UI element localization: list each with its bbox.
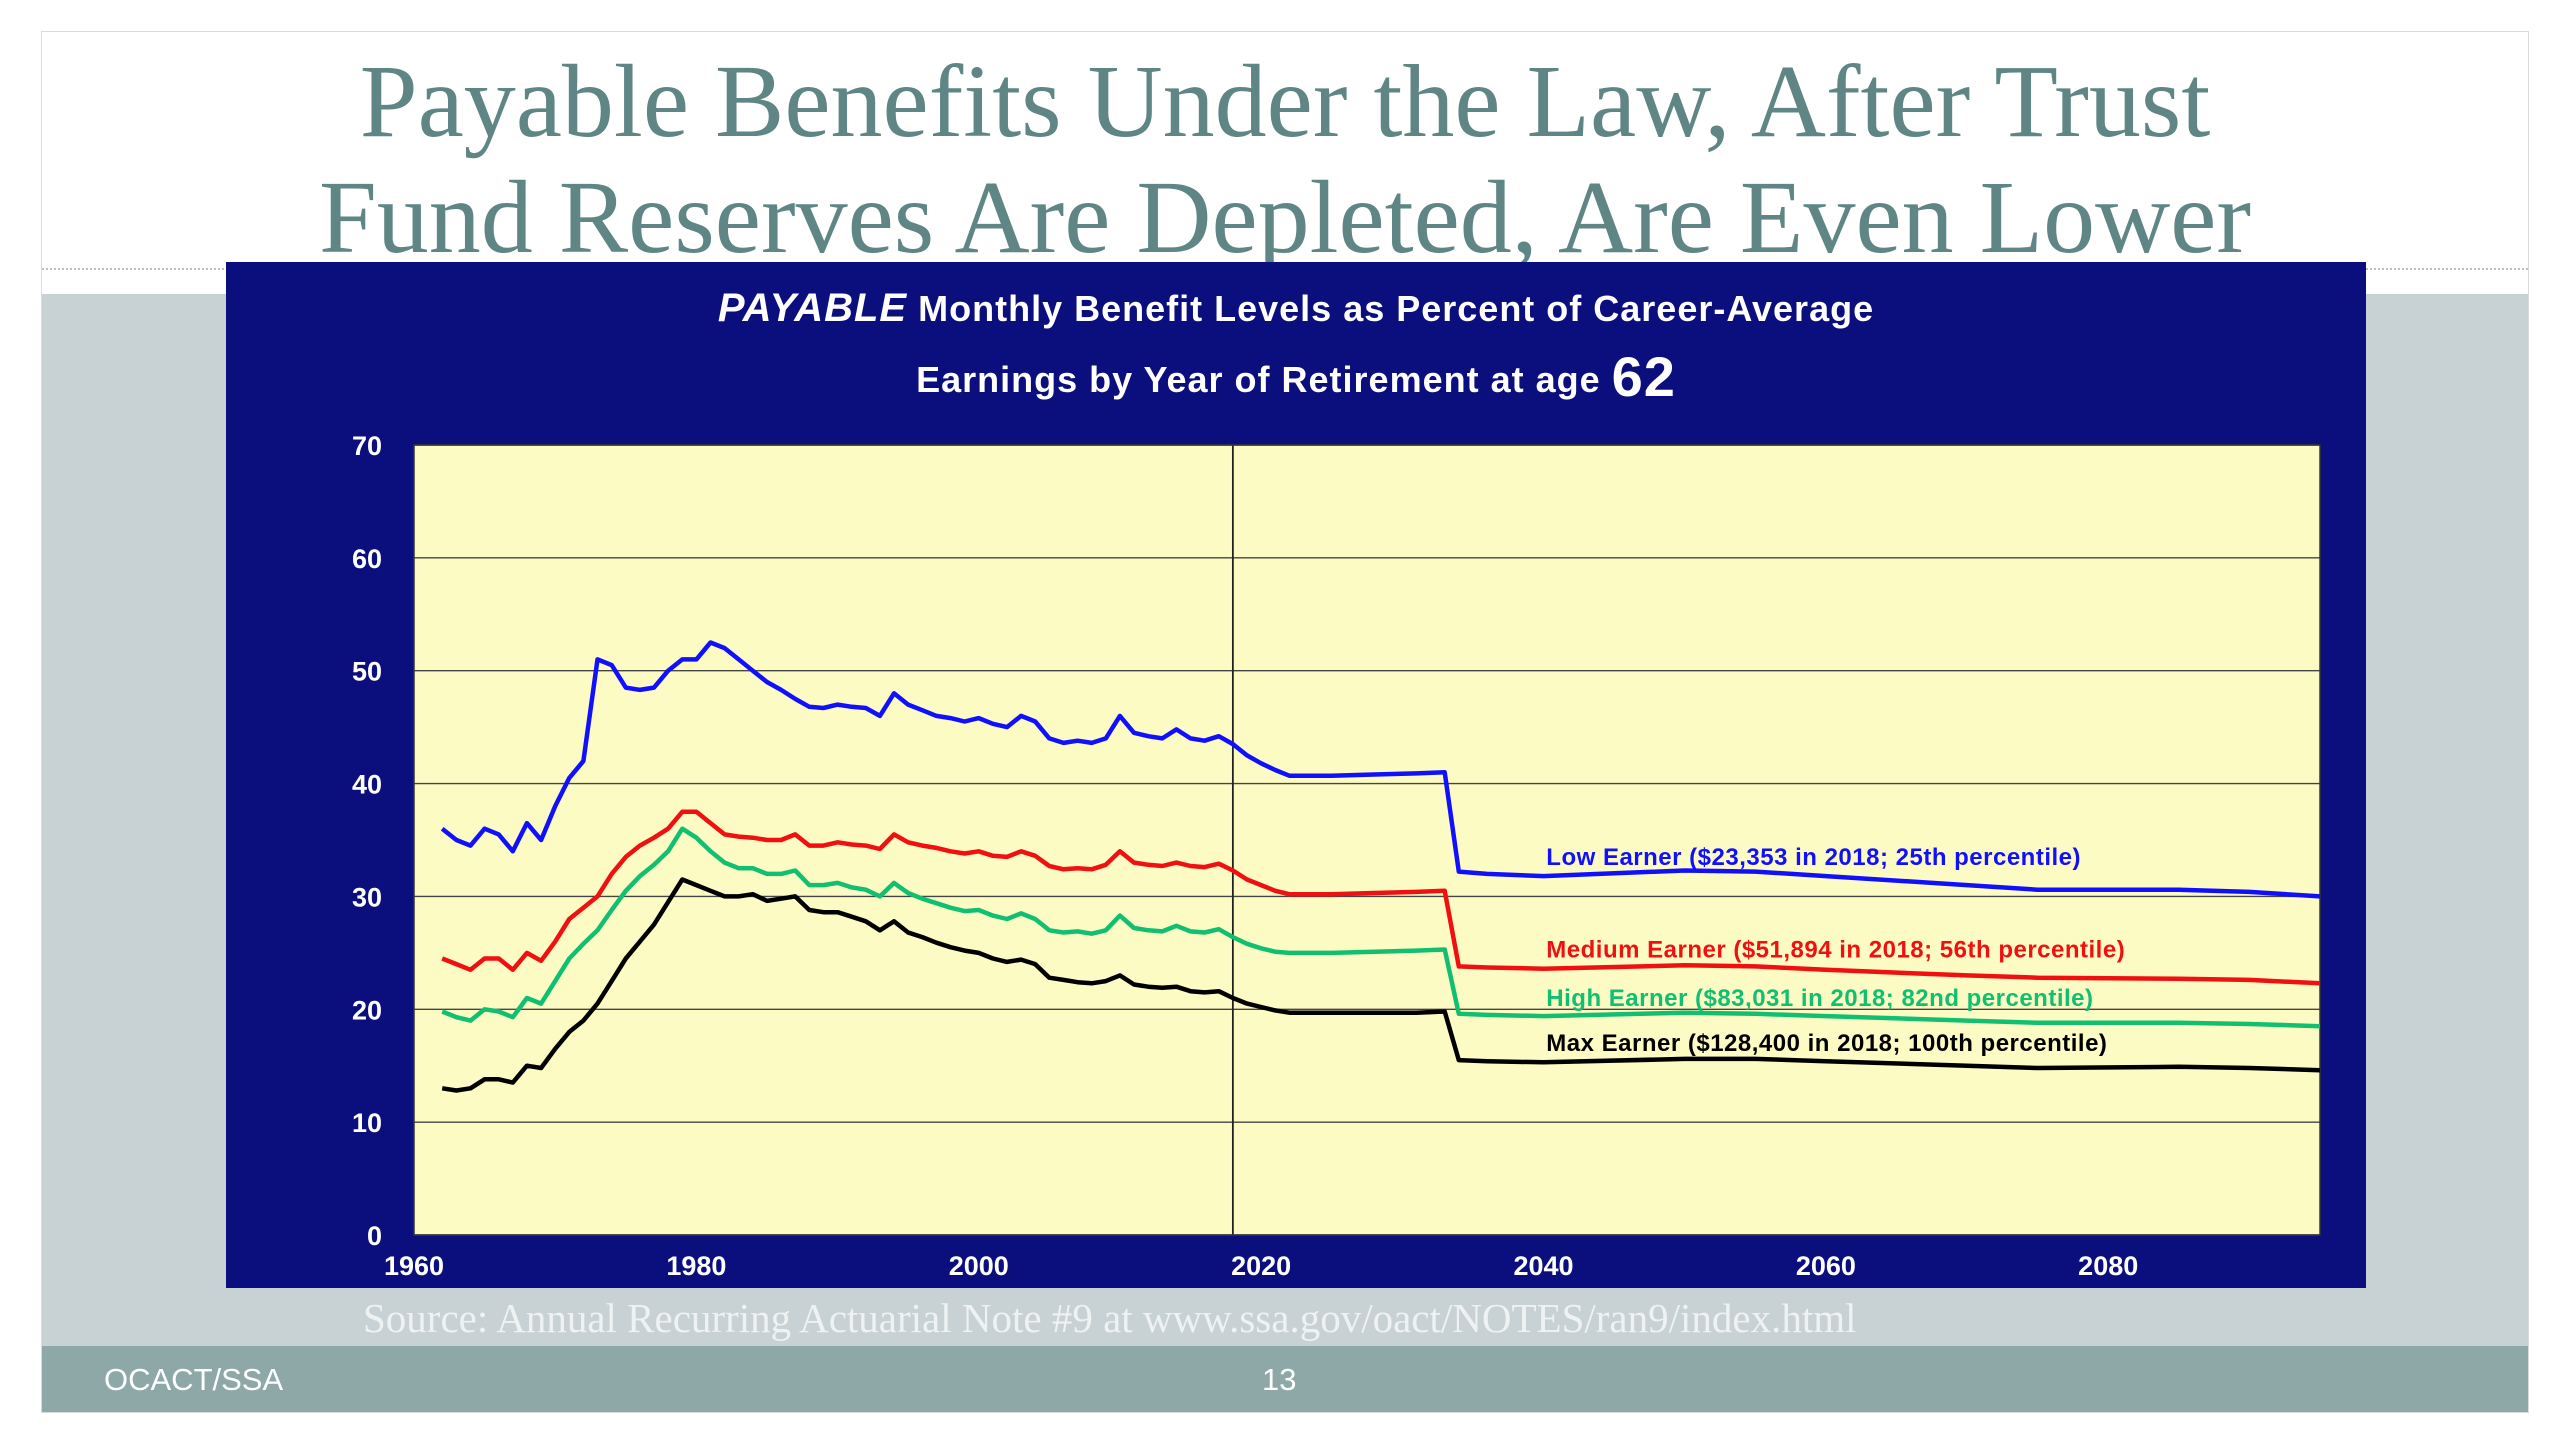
x-tick-label: 2060 <box>1796 1251 1856 1281</box>
chart-title-line2-text: Earnings by Year of Retirement at age <box>916 359 1601 400</box>
x-tick-label: 1980 <box>666 1251 726 1281</box>
y-tick-label: 50 <box>352 657 382 687</box>
x-tick-label: 2040 <box>1513 1251 1573 1281</box>
y-tick-label: 60 <box>352 544 382 574</box>
slide: Payable Benefits Under the Law, After Tr… <box>41 31 2529 1413</box>
series-line <box>440 640 2321 899</box>
chart-title-emphasis: PAYABLE <box>717 286 908 330</box>
series-label: Medium Earner ($51,894 in 2018; 56th per… <box>1546 936 2125 963</box>
plot-frame <box>413 444 2321 1236</box>
slide-title-line1: Payable Benefits Under the Law, After Tr… <box>359 44 2211 159</box>
source-note: Source: Annual Recurring Actuarial Note … <box>363 1295 1857 1341</box>
x-tick-label: 2080 <box>2078 1251 2138 1281</box>
series-label: Max Earner ($128,400 in 2018; 100th perc… <box>1546 1030 2107 1057</box>
page-number: 13 <box>1262 1362 1297 1397</box>
slide-title: Payable Benefits Under the Law, After Tr… <box>42 44 2528 276</box>
x-tick-label: 1960 <box>384 1251 444 1281</box>
chart-title-line2: Earnings by Year of Retirement at age 62 <box>226 344 2366 409</box>
series-label: High Earner ($83,031 in 2018; 82nd perce… <box>1546 985 2093 1012</box>
plot-area <box>414 445 2320 1235</box>
chart-title-age: 62 <box>1611 345 1676 408</box>
series-line <box>441 809 2321 986</box>
series-line <box>441 826 2321 1029</box>
y-tick-label: 40 <box>352 770 382 800</box>
line-chart: 0 10 20 30 40 50 60 70 1960 1980 2000 2020 2040 2060 2… <box>352 431 2321 1281</box>
y-tick-label: 20 <box>352 995 382 1025</box>
series-label: Low Earner ($23,353 in 2018; 25th percen… <box>1546 844 2081 871</box>
x-tick-label: 2020 <box>1231 1251 1291 1281</box>
x-tick-label: 2000 <box>949 1251 1009 1281</box>
y-tick-label: 10 <box>352 1108 382 1138</box>
y-tick-label: 0 <box>367 1221 382 1251</box>
y-tick-label: 30 <box>352 882 382 912</box>
slide-title-line2: Fund Reserves Are Depleted, Are Even Low… <box>318 160 2252 275</box>
y-tick-label: 70 <box>352 431 382 461</box>
chart-title-rest: Monthly Benefit Levels as Percent of Car… <box>918 288 1875 329</box>
chart-title-line1: PAYABLE Monthly Benefit Levels as Percen… <box>226 286 2366 331</box>
series-line <box>441 877 2321 1093</box>
chart-panel: PAYABLE Monthly Benefit Levels as Percen… <box>226 262 2366 1288</box>
footer-bar: OCACT/SSA 13 <box>42 1346 2528 1412</box>
footer-org: OCACT/SSA <box>104 1362 284 1397</box>
